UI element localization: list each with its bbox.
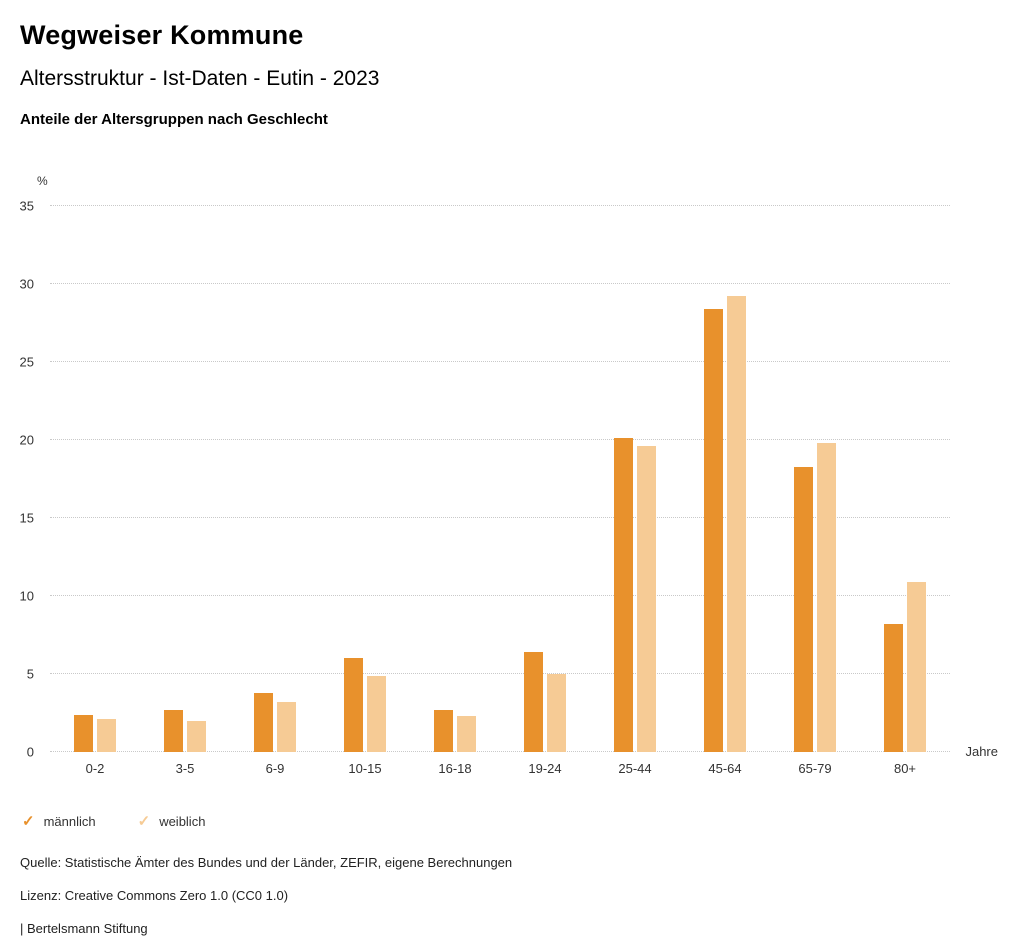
y-axis-unit-label: % bbox=[37, 174, 48, 188]
bar-männlich-0-2 bbox=[74, 714, 93, 752]
gridline-10: 10 bbox=[20, 589, 950, 604]
x-tick-label-45-64: 45-64 bbox=[708, 761, 742, 776]
bar-group-25-44 bbox=[590, 206, 680, 752]
x-axis-unit-label: Jahre bbox=[965, 744, 998, 759]
legend-item-weiblich: ✓ weiblich bbox=[138, 814, 206, 829]
x-tick-label-6-9: 6-9 bbox=[265, 761, 285, 776]
bar-weiblich-16-18 bbox=[457, 716, 476, 752]
gridline-35: 35 bbox=[20, 199, 950, 214]
gridline-25: 25 bbox=[20, 355, 950, 370]
gridline-30: 30 bbox=[20, 277, 950, 292]
bar-group-3-5 bbox=[140, 206, 230, 752]
brand-text: | Bertelsmann Stiftung bbox=[20, 921, 148, 936]
x-tick-label-16-18: 16-18 bbox=[438, 761, 472, 776]
bar-weiblich-25-44 bbox=[637, 446, 656, 752]
gridline-20: 20 bbox=[20, 433, 950, 448]
gridline-5: 5 bbox=[27, 667, 950, 682]
y-tick-label: 10 bbox=[19, 588, 34, 604]
gridline-15: 15 bbox=[20, 511, 950, 526]
bar-group-80+ bbox=[860, 206, 950, 752]
legend-check-icon: ✓ bbox=[137, 813, 151, 830]
legend-check-icon: ✓ bbox=[22, 813, 35, 830]
chart-subtitle: Anteile der Altersgruppen nach Geschlech… bbox=[20, 111, 328, 128]
bar-group-10-15 bbox=[320, 206, 410, 752]
bar-group-45-64 bbox=[680, 206, 770, 752]
source-text: Quelle: Statistische Ämter des Bundes un… bbox=[20, 855, 513, 870]
bar-chart: % 0 5 10 15 20 25 30 35 Jahre 0-2 3-5 6-9 10-15 16-… bbox=[20, 174, 998, 776]
license-text: Lizenz: Creative Commons Zero 1.0 (CC0 1… bbox=[20, 888, 289, 903]
bar-männlich-10-15 bbox=[344, 658, 363, 752]
bar-männlich-45-64 bbox=[704, 308, 723, 752]
chart-title: Altersstruktur - Ist-Daten - Eutin - 202… bbox=[20, 67, 380, 90]
bar-weiblich-45-64 bbox=[727, 296, 746, 752]
bar-weiblich-6-9 bbox=[277, 702, 296, 752]
x-tick-label-25-44: 25-44 bbox=[618, 761, 652, 776]
x-tick-label-65-79: 65-79 bbox=[798, 761, 832, 776]
x-axis-labels: 0-2 3-5 6-9 10-15 16-18 19-24 25-44 45-64 65-79 8… bbox=[50, 761, 950, 776]
bar-weiblich-19-24 bbox=[547, 674, 566, 752]
bars-container bbox=[50, 206, 950, 752]
legend-label: weiblich bbox=[159, 814, 206, 829]
bar-group-6-9 bbox=[230, 206, 320, 752]
page-title: Wegweiser Kommune bbox=[20, 20, 304, 50]
plot-area: 0 5 10 15 20 25 30 35 Jahre bbox=[20, 199, 998, 760]
y-tick-label: 5 bbox=[26, 666, 34, 682]
header: Wegweiser Kommune Altersstruktur - Ist-D… bbox=[0, 0, 1024, 128]
bar-group-0-2 bbox=[50, 206, 140, 752]
bar-männlich-6-9 bbox=[254, 692, 273, 752]
bar-weiblich-65-79 bbox=[817, 443, 836, 752]
bar-männlich-3-5 bbox=[164, 709, 183, 752]
x-tick-label-0-2: 0-2 bbox=[85, 761, 105, 776]
bar-männlich-25-44 bbox=[614, 438, 633, 752]
bar-männlich-80+ bbox=[884, 624, 903, 752]
bar-group-19-24 bbox=[500, 206, 590, 752]
footer: Quelle: Statistische Ämter des Bundes un… bbox=[20, 855, 1004, 936]
legend: ✓ männlich ✓ weiblich bbox=[22, 814, 1004, 829]
y-tick-label: 15 bbox=[19, 510, 34, 526]
x-tick-label-80+: 80+ bbox=[893, 761, 917, 776]
bar-männlich-65-79 bbox=[794, 466, 813, 752]
y-tick-label: 30 bbox=[19, 276, 34, 292]
bar-männlich-19-24 bbox=[524, 652, 543, 752]
gridline-0: 0 bbox=[27, 745, 950, 760]
bar-weiblich-80+ bbox=[907, 581, 926, 752]
y-tick-label: 0 bbox=[26, 744, 34, 760]
x-tick-label-10-15: 10-15 bbox=[348, 761, 382, 776]
y-tick-label: 35 bbox=[19, 198, 34, 214]
bar-weiblich-10-15 bbox=[367, 675, 386, 752]
x-tick-label-19-24: 19-24 bbox=[528, 761, 562, 776]
legend-item-männlich: ✓ männlich bbox=[22, 814, 96, 829]
legend-label: männlich bbox=[43, 814, 96, 829]
bar-group-16-18 bbox=[410, 206, 500, 752]
bar-group-65-79 bbox=[770, 206, 860, 752]
bar-weiblich-0-2 bbox=[97, 719, 116, 752]
y-tick-label: 25 bbox=[19, 354, 34, 370]
x-tick-label-3-5: 3-5 bbox=[175, 761, 195, 776]
bar-weiblich-3-5 bbox=[187, 720, 206, 752]
y-tick-label: 20 bbox=[19, 432, 34, 448]
bar-männlich-16-18 bbox=[434, 709, 453, 752]
